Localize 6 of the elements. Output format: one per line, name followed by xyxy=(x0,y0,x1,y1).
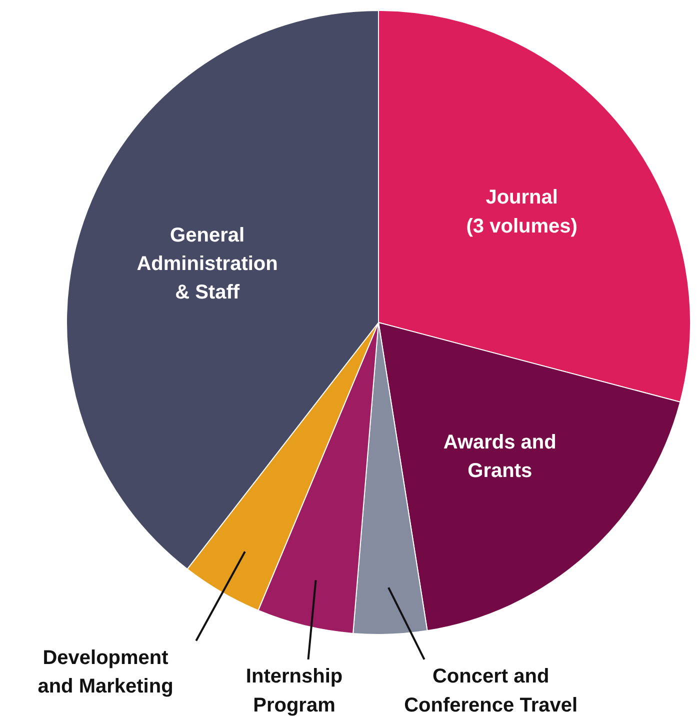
slice-label: Internship Program xyxy=(246,666,343,716)
slice-label: Awards and Grants xyxy=(443,431,556,482)
slice-label: Journal (3 volumes) xyxy=(466,186,578,238)
slice-label: Development and Marketing xyxy=(38,646,174,698)
slice-label: General Administration & Staff xyxy=(136,224,278,304)
slice-label: Concert and Conference Travel xyxy=(404,666,578,716)
